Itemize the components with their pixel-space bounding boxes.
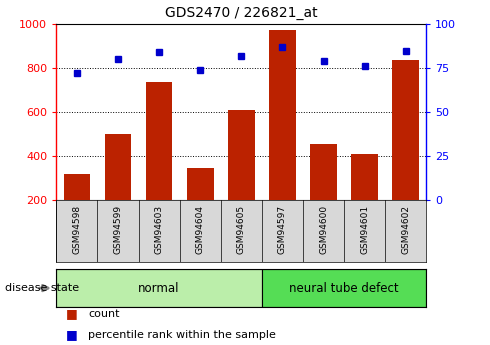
Bar [105,134,131,200]
Bar [392,60,419,200]
Bar [269,30,296,200]
Title: GDS2470 / 226821_at: GDS2470 / 226821_at [165,6,318,20]
Bar [64,174,90,200]
Bar [187,168,214,200]
Bar [310,144,337,200]
Text: normal: normal [138,282,180,295]
Bar [351,154,378,200]
Text: GSM94602: GSM94602 [401,205,410,254]
Text: GSM94598: GSM94598 [73,205,81,254]
Text: disease state: disease state [5,283,79,293]
Bar [262,269,426,307]
Bar [228,110,255,200]
Text: GSM94605: GSM94605 [237,205,246,254]
Text: ■: ■ [66,328,78,341]
Text: GSM94601: GSM94601 [360,205,369,254]
Text: neural tube defect: neural tube defect [289,282,399,295]
Text: ■: ■ [66,307,78,321]
Bar [146,82,172,200]
Text: percentile rank within the sample: percentile rank within the sample [88,330,276,339]
Bar [56,269,262,307]
Text: GSM94599: GSM94599 [114,205,122,254]
Text: GSM94600: GSM94600 [319,205,328,254]
Text: GSM94597: GSM94597 [278,205,287,254]
Text: count: count [88,309,120,319]
Text: GSM94604: GSM94604 [196,205,205,254]
Text: GSM94603: GSM94603 [155,205,164,254]
